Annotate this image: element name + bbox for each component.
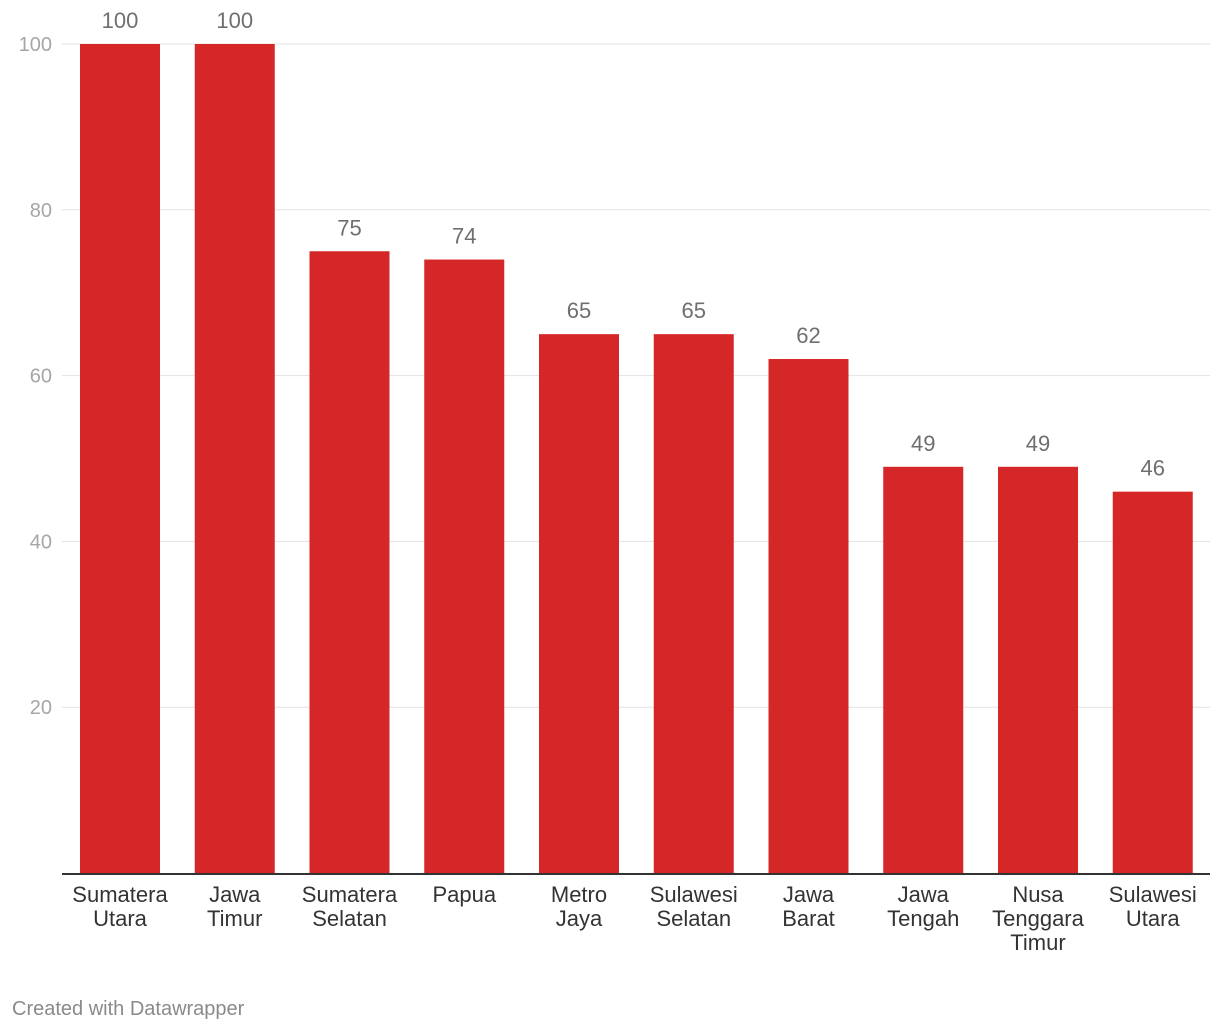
value-label: 100 [216,8,253,33]
y-tick-label: 20 [30,697,52,719]
value-label: 62 [796,323,820,348]
bar [1112,491,1193,873]
bar-chart: 20 40 60 80 100 100 Sumatera Utara 100 Jawa Timur… [19,8,1210,955]
value-label: 74 [452,224,476,249]
y-tick-label: 40 [30,531,52,553]
y-tick-label: 100 [19,34,52,56]
category-label: Jawa Timur [207,882,262,931]
bar [424,259,505,873]
category-label: Sulawesi Utara [1109,882,1197,931]
value-label: 49 [911,431,935,456]
category-label: Jawa Barat [782,882,835,931]
y-tick-label: 60 [30,366,52,388]
category-label: Nusa Tenggara Timur [992,882,1085,955]
category-label: Jawa Tengah [887,882,959,931]
category-label: Sumatera Selatan [302,882,398,931]
bar [80,44,160,873]
bar [194,44,275,873]
value-label: 100 [102,8,139,33]
datawrapper-credit: Created with Datawrapper [12,998,245,1020]
value-label: 75 [337,215,361,240]
bar [309,251,390,873]
value-label: 65 [682,298,706,323]
value-label: 65 [567,298,591,323]
y-tick-label: 80 [30,200,52,222]
bar [539,334,619,873]
category-label: Sumatera Utara [72,882,168,931]
bar [883,466,964,873]
category-label: Sulawesi Selatan [650,882,738,931]
value-label: 49 [1026,431,1050,456]
bar [768,359,849,873]
category-label: Metro Jaya [551,882,607,931]
bar [998,466,1078,873]
value-label: 46 [1141,456,1165,481]
bar [653,334,734,873]
bar-layer [80,44,1193,873]
label-layer: 100 Sumatera Utara 100 Jawa Timur 75 Sumatera Se… [62,8,1210,955]
category-label: Papua [432,882,496,907]
